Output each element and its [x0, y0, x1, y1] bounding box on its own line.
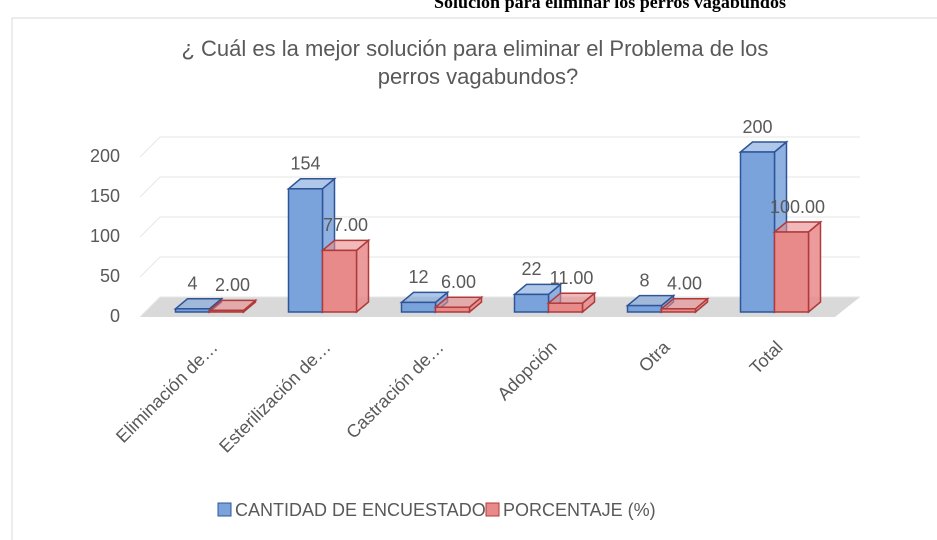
legend-swatch	[217, 502, 232, 517]
y-tick-label: 50	[100, 266, 120, 286]
legend-swatch	[485, 502, 500, 517]
y-tick-label: 0	[110, 306, 120, 326]
bar-front	[400, 301, 437, 313]
y-tick-label: 200	[90, 146, 120, 166]
legend-label: PORCENTAJE (%)	[503, 500, 656, 520]
bar-front	[739, 151, 776, 313]
data-label: 12	[408, 267, 428, 287]
grid-line	[139, 136, 860, 158]
data-label: 4	[187, 274, 197, 294]
grid-line	[139, 296, 860, 318]
bar	[320, 238, 371, 314]
bar	[772, 220, 823, 314]
y-tick-label: 100	[90, 226, 120, 246]
bar-front	[547, 302, 584, 313]
bar-front	[208, 309, 245, 313]
bar-front	[773, 231, 810, 313]
bar	[512, 282, 563, 314]
y-tick-label: 150	[90, 186, 120, 206]
data-label: 11.00	[550, 268, 594, 288]
bar	[659, 297, 710, 314]
data-label: 77.00	[323, 215, 368, 235]
data-label: 2.00	[215, 275, 250, 295]
bar-front	[174, 308, 211, 313]
data-label: 6.00	[441, 272, 476, 292]
bar-front	[513, 293, 550, 313]
bar-front	[626, 304, 663, 313]
data-label: 8	[639, 270, 649, 290]
bar-front	[434, 306, 471, 313]
data-label: 4.00	[667, 274, 702, 294]
caption: Solución para eliminar los perros vagabu…	[434, 0, 786, 12]
grid-line	[139, 176, 860, 198]
bar-side	[807, 220, 822, 314]
grid-line	[139, 256, 860, 278]
grid-line	[139, 216, 860, 238]
data-label: 154	[290, 154, 320, 174]
chart-title: ¿ Cuál es la mejor solución para elimina…	[181, 36, 774, 89]
bar-front	[660, 308, 697, 313]
bar	[546, 291, 597, 314]
data-label: 200	[742, 117, 772, 137]
data-label: 22	[521, 259, 541, 279]
bar-front	[321, 249, 358, 313]
bar-side	[355, 238, 370, 314]
legend-label: CANTIDAD DE ENCUESTADOS	[235, 500, 498, 520]
data-label: 100.00	[770, 197, 825, 217]
bar	[207, 298, 258, 314]
bar-front	[287, 188, 324, 313]
bar	[433, 295, 484, 314]
